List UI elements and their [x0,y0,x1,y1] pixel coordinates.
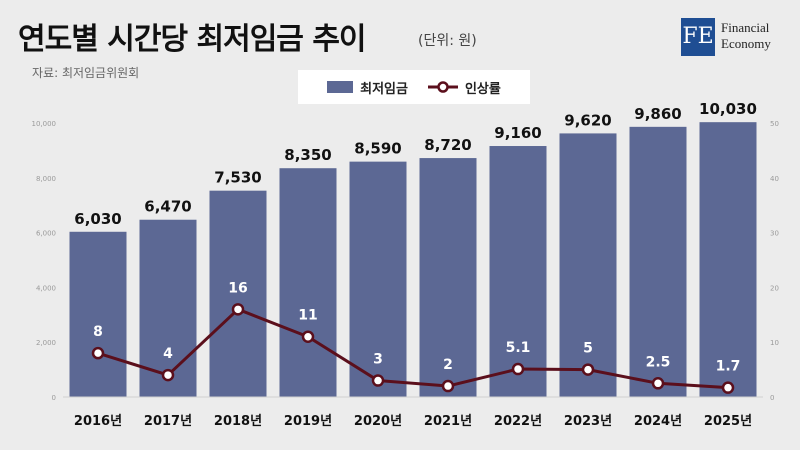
left-axis-tick-label: 6,000 [36,230,56,238]
rate-value-label: 11 [298,308,317,324]
wage-value-label: 8,590 [354,140,401,158]
rate-marker [161,368,175,382]
wage-value-label: 9,860 [634,105,681,123]
wage-value-label: 6,470 [144,198,191,216]
legend-line-swatch [427,81,458,93]
wage-bar [419,158,477,397]
wage-value-label: 9,620 [564,111,611,129]
logo-line-2: Economy [721,36,771,51]
wage-bar [139,219,197,397]
right-axis-tick-label: 20 [770,284,779,292]
right-axis-tick-label: 50 [770,120,779,128]
unit-label: (단위: 원) [418,33,477,49]
x-axis-category-label: 2022년 [494,414,542,429]
wage-bar [279,168,337,397]
rate-marker [511,362,525,376]
source-label: 자료: 최저임금위원회 [32,66,140,80]
rate-value-label: 2.5 [646,354,671,370]
logo-text: Financial Economy [721,20,791,52]
wage-value-label: 6,030 [74,210,121,228]
wage-bar [489,146,547,397]
x-axis-category-label: 2017년 [144,414,192,429]
logo-mark: FE [681,18,715,56]
rate-value-label: 2 [443,357,453,373]
rate-marker [301,330,315,343]
rate-value-label: 4 [163,346,173,362]
chart-legend: 최저임금 인상률 [298,70,530,104]
wage-bar [559,133,617,398]
chart-title: 연도별 시간당 최저임금 추이 [18,22,367,57]
wage-value-label: 9,160 [494,124,541,142]
financial-economy-logo: FE Financial Economy [681,18,791,60]
rate-marker [651,377,665,390]
rate-value-label: 1.7 [716,359,741,375]
legend-bar-swatch [327,81,354,93]
left-axis-tick-label: 8,000 [36,175,56,183]
rate-value-label: 5.1 [506,340,531,356]
wage-value-label: 8,720 [424,136,471,154]
legend-label-wage: 최저임금 [360,81,408,97]
x-axis-category-label: 2021년 [424,414,472,429]
x-axis-category-label: 2023년 [564,414,612,429]
right-axis-tick-label: 30 [770,230,779,238]
wage-bar [699,122,757,397]
left-axis-tick-label: 4,000 [36,284,56,292]
right-axis-tick-label: 40 [770,175,779,183]
wage-bar [629,126,687,397]
right-axis-tick-label: 0 [770,394,774,402]
legend-item-wage: 최저임금 [327,78,408,97]
rate-marker [231,303,245,316]
left-axis-tick-label: 0 [52,394,56,402]
rate-marker [91,346,105,360]
legend-item-rate: 인상률 [427,78,501,97]
wage-value-label: 7,530 [214,169,261,187]
x-axis-category-label: 2018년 [214,414,262,429]
rate-value-label: 3 [373,352,383,368]
x-axis-category-label: 2019년 [284,414,332,429]
legend-label-rate: 인상률 [464,81,501,97]
wage-bar [349,161,407,397]
x-axis-category-label: 2016년 [74,414,122,429]
rate-marker [441,379,455,393]
x-axis-category-label: 2020년 [354,414,402,429]
right-axis-tick-label: 10 [770,339,779,347]
rate-value-label: 16 [228,280,247,296]
rate-value-label: 8 [93,324,103,340]
x-axis-category-label: 2025년 [704,414,752,429]
rate-marker [721,381,735,394]
left-axis-tick-label: 10,000 [32,120,57,128]
x-axis-category-label: 2024년 [634,414,682,429]
rate-value-label: 5 [583,341,593,357]
wage-bar [69,231,127,397]
left-axis-tick-label: 2,000 [36,339,56,347]
rate-marker [371,374,385,387]
logo-line-1: Financial [721,20,770,35]
wage-value-label: 8,350 [284,146,331,164]
rate-marker [581,363,595,376]
wage-bar [209,190,267,397]
rate-line [97,307,729,390]
wage-value-label: 10,030 [699,100,757,118]
